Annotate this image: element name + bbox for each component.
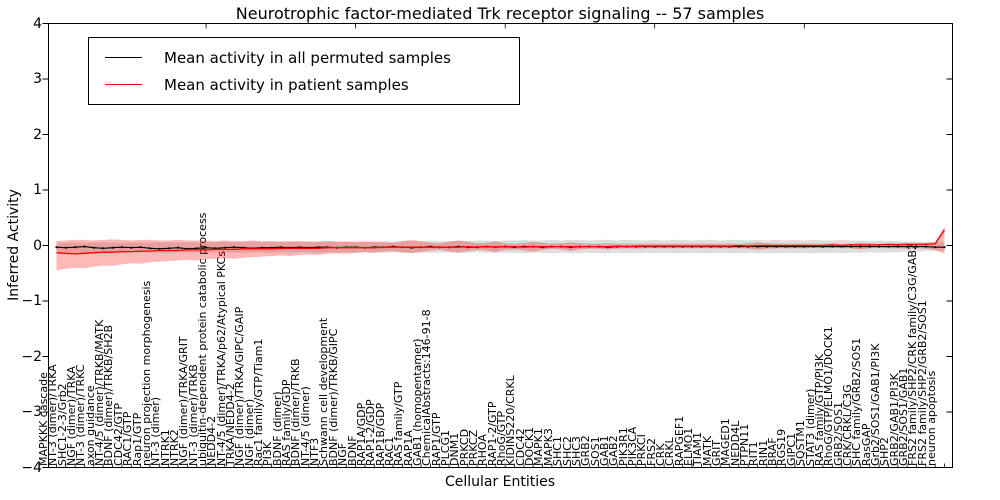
- red-line-swatch-icon: [105, 84, 142, 85]
- y-tick-label: −2: [21, 349, 42, 365]
- y-tick-label: −4: [21, 460, 42, 476]
- legend-label-permuted: Mean activity in all permuted samples: [164, 48, 451, 67]
- y-tick-label: −3: [21, 404, 42, 420]
- legend-entry-patient: Mean activity in patient samples: [89, 71, 519, 98]
- y-tick-label: 4: [33, 16, 42, 32]
- x-tick-label: neuron apoptosis: [925, 370, 938, 466]
- y-tick-label: 0: [33, 238, 42, 254]
- chart-title: Neurotrophic factor-mediated Trk recepto…: [235, 4, 765, 23]
- y-tick-label: −1: [21, 293, 42, 309]
- legend-label-patient: Mean activity in patient samples: [164, 75, 409, 94]
- black-line-swatch-icon: [105, 57, 142, 58]
- legend: Mean activity in all permuted samples Me…: [88, 37, 520, 105]
- y-tick-label: 1: [33, 182, 42, 198]
- y-tick-label: 3: [33, 71, 42, 87]
- legend-entry-permuted: Mean activity in all permuted samples: [89, 44, 519, 71]
- x-axis-label: Cellular Entities: [444, 474, 556, 490]
- y-tick-label: 2: [33, 127, 42, 143]
